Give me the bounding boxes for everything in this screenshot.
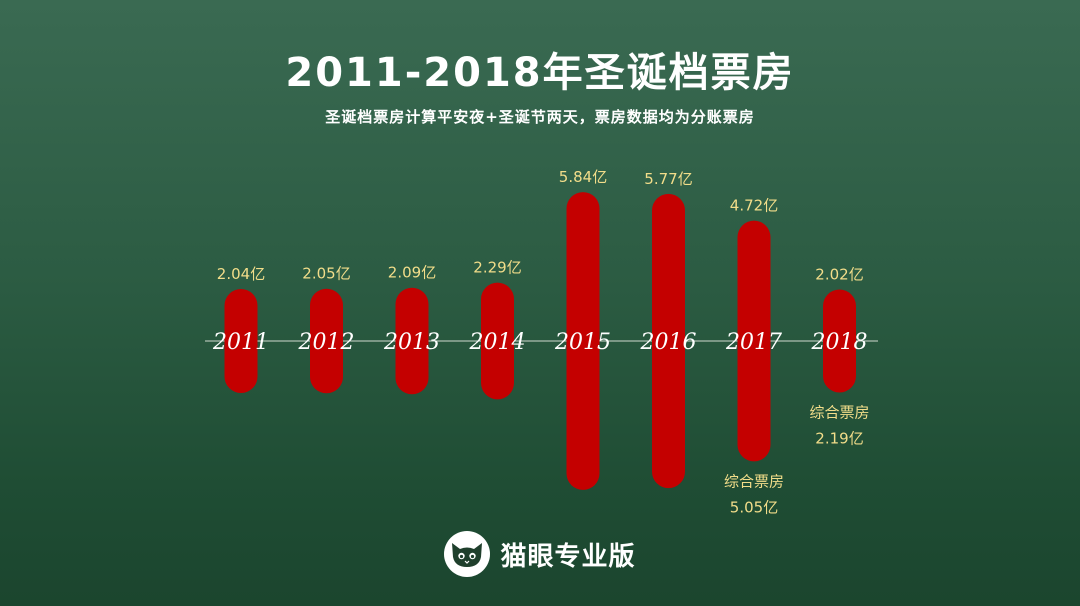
annotation-label: 综合票房 [724,472,784,490]
data-label: 2.29亿 [473,259,521,277]
bar [310,288,343,394]
cat-face-icon [444,531,491,577]
chart-title: 2011-2018年圣诞档票房 [285,50,795,96]
data-label: 2.02亿 [815,265,863,283]
x-tick-label: 2013 [383,330,440,355]
annotation-value: 2.19亿 [815,430,863,448]
data-label: 5.84亿 [559,168,607,186]
x-tick-label: 2014 [469,330,526,355]
data-label: 5.77亿 [644,170,692,188]
bar [652,193,685,489]
x-tick-label: 2015 [554,330,611,355]
annotation-label: 综合票房 [809,404,869,422]
brand-footer: 猫眼专业版 [0,526,1080,582]
bar [823,289,856,393]
brand-name: 猫眼专业版 [500,541,636,572]
bar [481,282,514,400]
data-label: 4.72亿 [730,197,778,215]
annotation-value: 5.05亿 [730,498,778,516]
x-tick-label: 2016 [640,330,697,355]
bar [566,192,600,490]
x-tick-label: 2011 [212,330,269,355]
bar [395,287,429,395]
x-tick-label: 2018 [811,330,868,355]
bar [224,288,258,394]
data-label: 2.05亿 [302,265,350,283]
data-label: 2.09亿 [388,264,436,282]
chart-subtitle: 圣诞档票房计算平安夜+圣诞节两天，票房数据均为分账票房 [325,108,755,126]
bar [737,220,771,462]
x-tick-label: 2012 [298,330,355,355]
data-label: 2.04亿 [217,265,265,283]
x-tick-label: 2017 [725,330,782,355]
